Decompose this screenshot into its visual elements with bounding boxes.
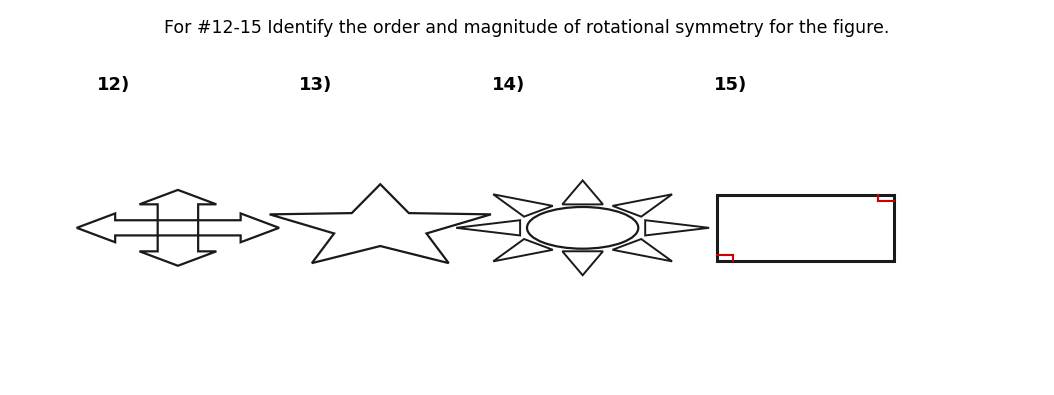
Circle shape	[527, 207, 639, 249]
Polygon shape	[493, 239, 552, 261]
Text: 12): 12)	[97, 76, 131, 94]
Polygon shape	[456, 220, 520, 235]
Polygon shape	[563, 181, 603, 204]
Polygon shape	[612, 239, 672, 261]
Text: 15): 15)	[715, 76, 747, 94]
Text: 13): 13)	[299, 76, 333, 94]
Polygon shape	[645, 220, 709, 235]
Polygon shape	[563, 251, 603, 275]
Text: For #12-15 Identify the order and magnitude of rotational symmetry for the figur: For #12-15 Identify the order and magnit…	[164, 19, 890, 37]
Polygon shape	[270, 184, 491, 263]
Polygon shape	[493, 194, 552, 216]
Polygon shape	[139, 235, 216, 266]
Polygon shape	[198, 213, 279, 242]
Polygon shape	[612, 194, 672, 216]
Text: 14): 14)	[491, 76, 525, 94]
Polygon shape	[139, 190, 216, 220]
Polygon shape	[77, 213, 158, 242]
